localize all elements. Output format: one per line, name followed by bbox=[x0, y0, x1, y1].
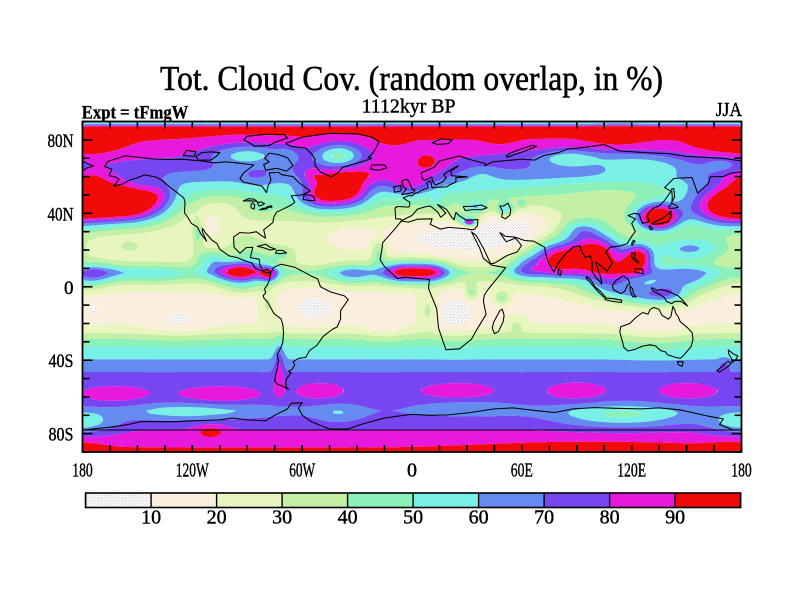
svg-text:70: 70 bbox=[534, 507, 554, 529]
svg-text:Expt = tFmgW: Expt = tFmgW bbox=[82, 102, 189, 123]
svg-text:0: 0 bbox=[64, 278, 74, 299]
svg-text:40N: 40N bbox=[48, 204, 74, 225]
svg-text:60: 60 bbox=[469, 507, 489, 529]
svg-text:120E: 120E bbox=[617, 460, 646, 482]
svg-text:1112kyr BP: 1112kyr BP bbox=[362, 96, 456, 118]
svg-text:10: 10 bbox=[141, 507, 161, 529]
svg-text:40S: 40S bbox=[49, 351, 74, 372]
svg-text:120W: 120W bbox=[176, 460, 209, 482]
svg-text:JJA: JJA bbox=[716, 100, 742, 121]
svg-text:0: 0 bbox=[407, 460, 417, 482]
svg-text:50: 50 bbox=[403, 507, 423, 529]
svg-text:80N: 80N bbox=[48, 131, 74, 152]
svg-text:80S: 80S bbox=[49, 425, 74, 446]
svg-text:Tot. Cloud Cov. (random overla: Tot. Cloud Cov. (random overlap, in %) bbox=[160, 59, 663, 98]
svg-text:60W: 60W bbox=[289, 460, 315, 482]
svg-text:20: 20 bbox=[207, 507, 227, 529]
svg-text:90: 90 bbox=[665, 507, 685, 529]
svg-text:60E: 60E bbox=[511, 460, 533, 482]
svg-text:40: 40 bbox=[338, 507, 358, 529]
svg-text:30: 30 bbox=[272, 507, 292, 529]
svg-text:80: 80 bbox=[600, 507, 620, 529]
svg-text:180: 180 bbox=[72, 460, 93, 482]
svg-text:180: 180 bbox=[731, 460, 752, 482]
